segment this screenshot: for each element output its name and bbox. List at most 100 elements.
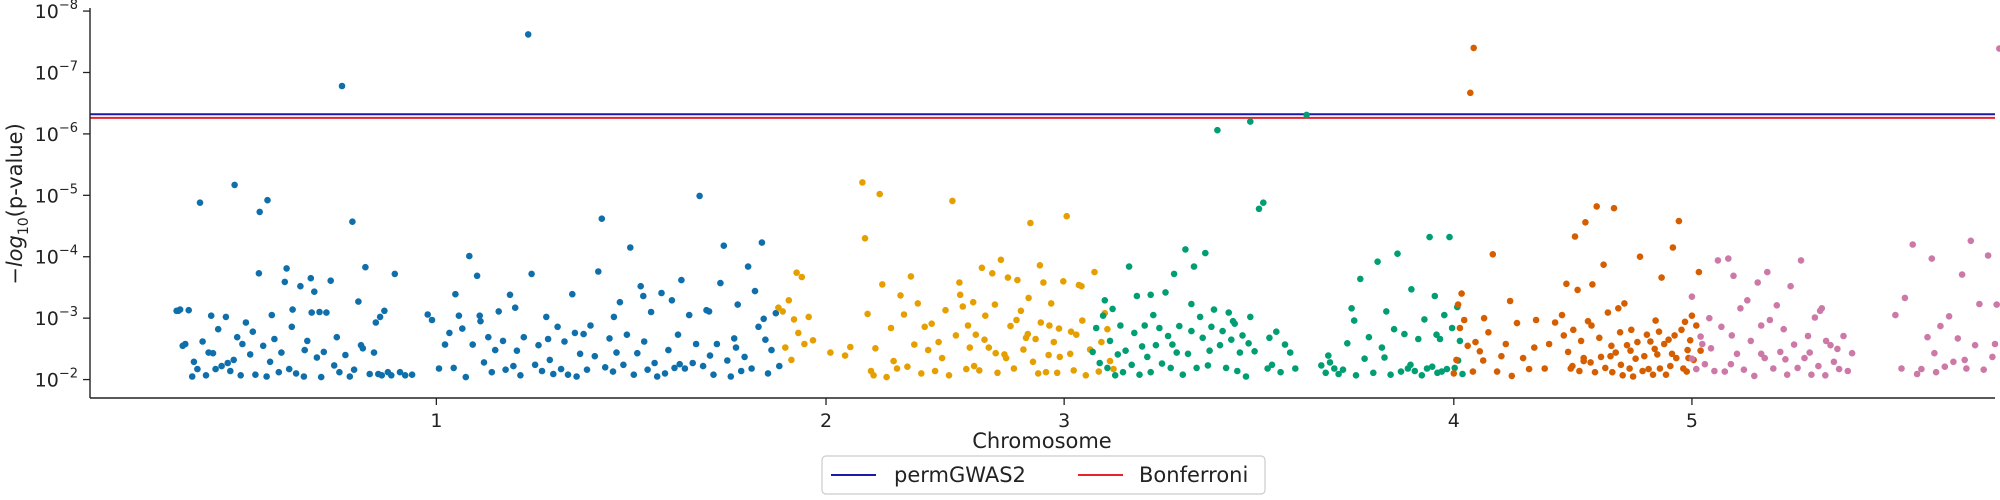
data-point	[396, 368, 404, 376]
data-point	[1901, 294, 1909, 302]
y-axis-label-minus: −	[3, 267, 27, 285]
data-point	[1106, 337, 1114, 345]
data-point	[1045, 351, 1052, 359]
data-point	[1066, 350, 1074, 358]
x-axis-label: Chromosome	[972, 429, 1111, 453]
data-point	[1208, 323, 1215, 331]
data-point	[1695, 268, 1703, 276]
data-point	[601, 364, 609, 371]
data-point	[1167, 364, 1174, 372]
data-point	[246, 351, 254, 358]
data-point	[1996, 45, 2000, 52]
data-point	[768, 346, 775, 354]
data-point	[887, 324, 895, 332]
data-point	[1260, 199, 1267, 206]
data-point	[1582, 219, 1589, 226]
data-point	[1073, 331, 1080, 339]
data-point	[289, 306, 296, 313]
data-point	[964, 322, 972, 329]
data-point	[918, 370, 925, 377]
data-point	[327, 277, 335, 285]
data-point	[1193, 364, 1200, 372]
data-point	[982, 312, 989, 320]
data-point	[450, 364, 458, 372]
data-point	[1078, 282, 1085, 290]
data-point	[1234, 367, 1241, 375]
data-point	[1783, 371, 1791, 379]
data-point	[1348, 305, 1355, 312]
data-point	[805, 313, 812, 321]
data-point	[724, 357, 731, 364]
data-point	[595, 268, 602, 275]
data-point	[653, 373, 661, 380]
data-point	[859, 179, 866, 186]
data-point	[1423, 365, 1431, 372]
data-point	[1070, 367, 1077, 374]
data-point	[408, 371, 416, 379]
data-point	[1608, 342, 1615, 350]
data-point	[1645, 365, 1652, 373]
data-point	[554, 323, 561, 331]
data-point	[1718, 323, 1725, 331]
data-point	[473, 272, 481, 280]
data-point	[591, 352, 599, 360]
data-point	[1747, 337, 1755, 345]
data-point	[1024, 330, 1032, 338]
data-point	[491, 346, 499, 354]
data-point	[350, 366, 358, 374]
data-point	[1681, 318, 1689, 326]
data-point	[1532, 316, 1540, 324]
data-point	[779, 308, 786, 315]
data-point	[1394, 250, 1401, 257]
data-point	[1993, 301, 2000, 308]
data-point	[1737, 305, 1744, 312]
data-point	[1519, 354, 1527, 362]
y-tick-label: 10−2	[35, 367, 78, 392]
data-point	[1247, 313, 1254, 321]
data-point	[1757, 322, 1765, 329]
data-point	[1834, 345, 1841, 353]
data-point	[1036, 262, 1044, 269]
data-point	[997, 256, 1005, 264]
data-point	[879, 281, 886, 288]
data-point	[372, 319, 380, 326]
data-point	[942, 306, 949, 314]
data-point	[264, 196, 271, 204]
data-point	[1958, 271, 1966, 278]
data-point	[333, 333, 341, 341]
data-point	[921, 323, 928, 331]
data-point	[1673, 354, 1680, 362]
y-tick-label: 10−3	[35, 305, 78, 330]
data-point	[1114, 351, 1122, 358]
data-point	[1010, 365, 1018, 372]
data-point	[485, 333, 492, 341]
data-point	[1647, 338, 1654, 345]
data-point	[1136, 371, 1143, 379]
data-point	[1827, 341, 1834, 349]
data-point	[1292, 365, 1299, 372]
data-point	[1469, 368, 1477, 375]
data-point	[576, 350, 584, 358]
data-point	[1173, 349, 1180, 356]
data-point	[1190, 263, 1198, 270]
data-point	[543, 313, 550, 321]
data-point	[1954, 335, 1962, 342]
data-point	[788, 356, 795, 364]
data-point	[1667, 362, 1674, 370]
data-point	[762, 336, 769, 344]
data-point	[1408, 286, 1415, 293]
data-point	[1909, 241, 1916, 248]
data-point	[1816, 307, 1824, 315]
y-axis-label-base: 10	[16, 217, 32, 235]
data-point	[1110, 365, 1117, 373]
data-point	[1898, 365, 1905, 372]
data-point	[1649, 371, 1657, 379]
data-point	[222, 313, 230, 321]
data-point	[1210, 306, 1218, 313]
data-point	[1766, 316, 1774, 324]
data-point	[1706, 314, 1713, 322]
data-point	[1727, 360, 1735, 368]
data-point	[1571, 233, 1579, 240]
data-point	[1699, 340, 1706, 348]
data-point	[185, 306, 192, 314]
